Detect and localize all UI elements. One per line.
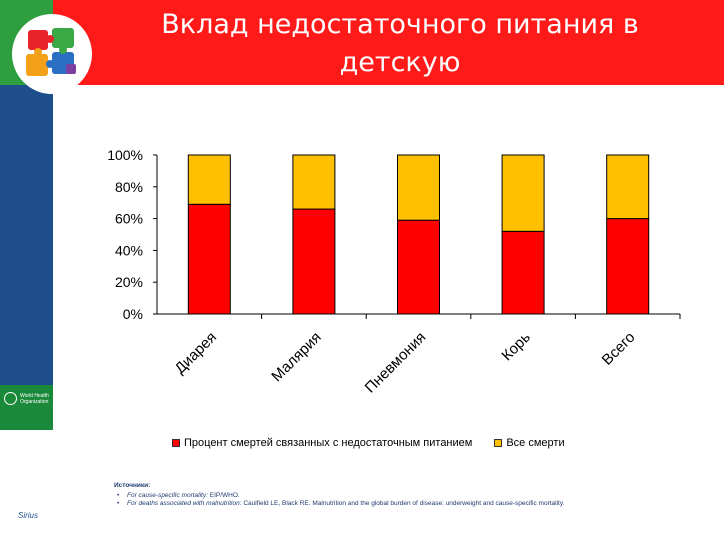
puzzle-icon xyxy=(26,28,76,76)
x-tick-label: Всего xyxy=(599,329,639,369)
bar-segment-0 xyxy=(501,230,545,315)
x-tick-label: Диарея xyxy=(172,329,221,378)
bar-segment-0 xyxy=(397,219,440,315)
bar-segment-1 xyxy=(187,154,231,205)
y-tick-label: 20% xyxy=(115,274,143,290)
bar-segment-0 xyxy=(606,218,650,315)
who-line-2: Organization xyxy=(20,399,49,405)
source-item: • For deaths associated with malnutritio… xyxy=(117,500,565,507)
sirius-logo: Sirius xyxy=(18,511,39,520)
who-emblem-icon xyxy=(4,392,17,405)
x-tick-label: Корь xyxy=(498,329,534,365)
sources-title: Источники: xyxy=(114,482,151,489)
page-title: Вклад недостаточного питания в детскую с… xyxy=(100,6,700,120)
source-item: • For cause-specific mortality: EIP/WHO. xyxy=(117,492,240,499)
y-tick-label: 0% xyxy=(123,306,143,322)
bar-segment-1 xyxy=(501,154,545,232)
bar-segment-0 xyxy=(292,208,336,315)
source-text: EIP/WHO. xyxy=(207,492,240,499)
stacked-bar-chart: 0% 20% 40% 60% 80% 100% Диарея Малярия Пневмония… xyxy=(107,147,681,397)
who-line-1: World Health xyxy=(20,393,49,399)
y-tick-label: 60% xyxy=(115,211,143,227)
y-tick-label: 100% xyxy=(107,147,143,163)
title-line-2: смертность, 2000 xyxy=(274,85,526,116)
title-banner xyxy=(53,0,724,85)
legend-label-malnutrition: Процент смертей связанных с недостаточны… xyxy=(184,437,473,449)
chart-legend: Процент смертей связанных с недостаточны… xyxy=(172,437,587,449)
bar-segment-1 xyxy=(397,154,440,221)
legend-item-all: Все смерти xyxy=(494,437,565,449)
legend-swatch-yellow xyxy=(494,439,503,447)
x-tick-label: Пневмония xyxy=(362,329,430,397)
bar-segment-0 xyxy=(187,203,231,315)
source-key: For deaths associated with malnutrition: xyxy=(127,500,242,507)
who-logo: World Health Organization xyxy=(0,385,53,430)
bar-segment-1 xyxy=(606,154,650,220)
sidebar-blue-strip xyxy=(0,85,53,430)
bar-segment-1 xyxy=(292,154,336,210)
puzzle-logo xyxy=(12,14,92,94)
sources-note: Источники: • For cause-specific mortalit… xyxy=(114,482,704,508)
legend-swatch-red xyxy=(172,439,180,447)
x-tick-label: Малярия xyxy=(268,329,324,385)
y-tick-label: 80% xyxy=(115,179,143,195)
source-key: For cause-specific mortality: xyxy=(127,492,208,499)
legend-item-malnutrition: Процент смертей связанных с недостаточны… xyxy=(172,437,472,449)
legend-label-all: Все смерти xyxy=(506,437,565,449)
y-tick-label: 40% xyxy=(115,242,143,258)
title-line-1: Вклад недостаточного питания в детскую xyxy=(161,9,639,78)
source-text: Caulfield LE, Black RE. Malnutrition and… xyxy=(241,500,565,507)
